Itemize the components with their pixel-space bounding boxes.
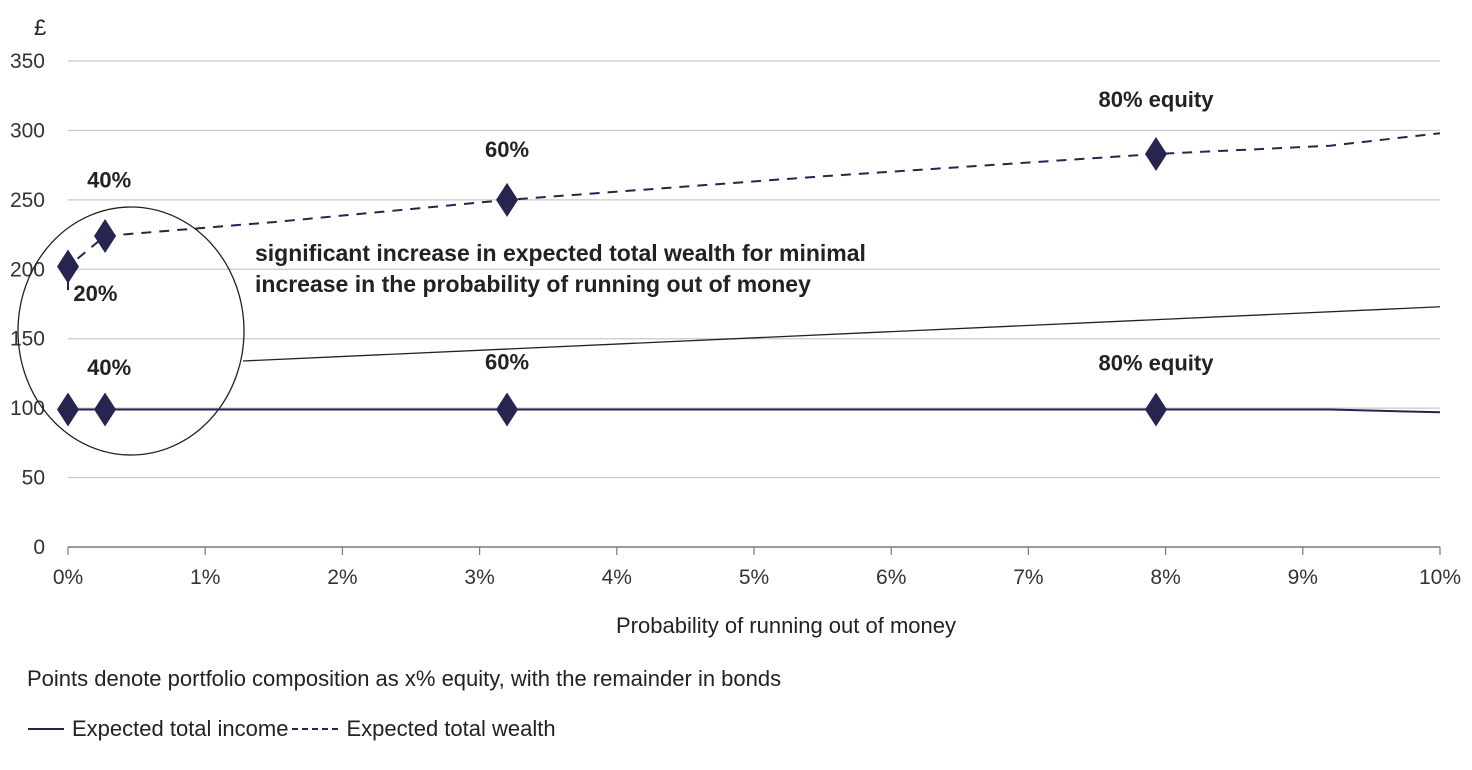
point-label: 60% [485, 137, 529, 162]
series-line-0 [68, 408, 1441, 414]
x-tick-label: 9% [1288, 566, 1318, 589]
series-points [57, 137, 1167, 427]
x-tick-label: 7% [1013, 566, 1043, 589]
point-label: 60% [485, 349, 529, 374]
legend-item-wealth: Expected total wealth [288, 716, 556, 742]
legend-item-income: Expected total income [28, 716, 288, 742]
legend-label-wealth: Expected total wealth [346, 716, 556, 741]
data-point-marker [1144, 137, 1167, 172]
callout-pointer-line [242, 306, 1441, 362]
legend: Expected total income Expected total wea… [28, 716, 556, 742]
footnote: Points denote portfolio composition as x… [27, 666, 782, 691]
legend-dashed-line-icon [292, 728, 339, 730]
x-axis-ticks: 0% 1% 2% 3% 4% 5% 6% 7% 8% 9% 10% [53, 547, 1461, 589]
y-axis-ticks: 0 50 100 150 200 250 300 350 [10, 50, 45, 559]
annotation-line-1: significant increase in expected total w… [255, 240, 866, 266]
x-tick-label: 8% [1150, 566, 1180, 589]
line-chart: 0 50 100 150 200 250 300 350 0% 1% 2% 3% 4% 5% 6% 7% 8%… [10, 15, 1461, 638]
x-tick-label: 4% [602, 566, 632, 589]
x-tick-label: 5% [739, 566, 769, 589]
y-tick-label: 250 [10, 189, 45, 212]
annotation-line-2: increase in the probability of running o… [255, 271, 811, 297]
y-tick-label: 100 [10, 397, 45, 420]
x-tick-label: 3% [464, 566, 494, 589]
point-label: 80% equity [1099, 87, 1215, 112]
y-tick-label: 50 [22, 467, 45, 490]
point-label: 40% [87, 355, 131, 380]
x-tick-label: 0% [53, 566, 83, 589]
x-tick-label: 1% [190, 566, 220, 589]
point-labels: 20% 40% 60% 80% equity 40% 60% 80% equity [73, 87, 1214, 380]
x-axis-title: Probability of running out of money [616, 613, 956, 638]
callout [17, 206, 1441, 456]
series-line-1 [67, 132, 1441, 291]
data-point-marker [496, 182, 519, 217]
data-point-marker [1144, 392, 1167, 427]
gridlines [68, 60, 1440, 548]
data-point-marker [94, 392, 117, 427]
y-tick-label: 200 [10, 258, 45, 281]
legend-solid-line-icon [28, 728, 64, 730]
y-tick-label: 350 [10, 50, 45, 73]
callout-circle [17, 206, 245, 456]
data-point-marker [94, 218, 117, 253]
x-tick-label: 10% [1419, 566, 1461, 589]
x-tick-label: 6% [876, 566, 906, 589]
y-tick-label: 0 [33, 536, 45, 559]
point-label: 80% equity [1099, 351, 1215, 376]
y-axis-unit-label: £ [34, 15, 46, 40]
point-label: 20% [73, 281, 117, 306]
y-tick-label: 300 [10, 119, 45, 142]
x-tick-label: 2% [327, 566, 357, 589]
legend-label-income: Expected total income [72, 716, 289, 741]
point-label: 40% [87, 167, 131, 192]
data-point-marker [57, 249, 79, 284]
data-point-marker [496, 392, 519, 427]
data-point-marker [57, 392, 79, 427]
y-tick-label: 150 [10, 328, 45, 351]
